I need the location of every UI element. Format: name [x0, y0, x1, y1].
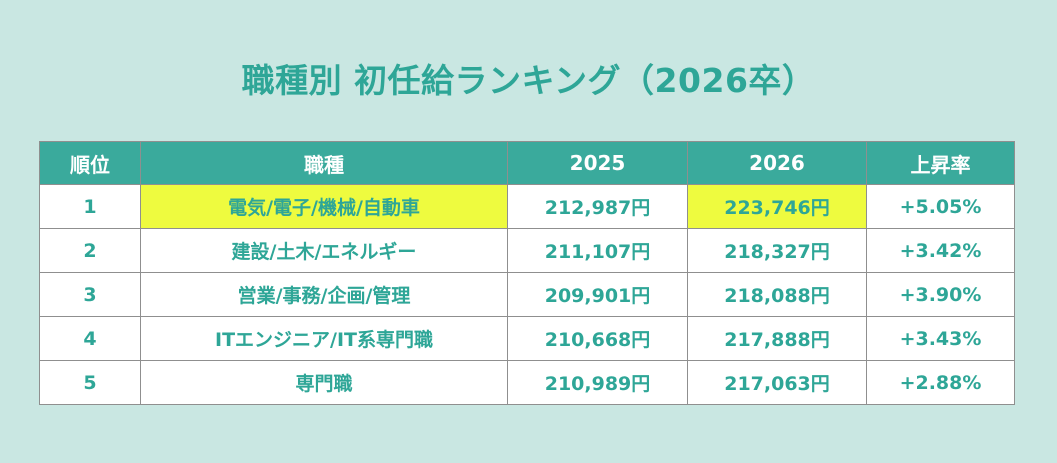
rank-cell: 2	[39, 228, 141, 273]
salary-2026-cell: 217,888円	[687, 316, 867, 361]
salary-2026-cell: 223,746円	[687, 184, 867, 229]
table-header-row: 順位 職種 2025 2026 上昇率	[39, 141, 1015, 185]
salary-2025-cell: 210,668円	[507, 316, 688, 361]
job-cell: 営業/事務/企画/管理	[140, 272, 508, 317]
column-header-2026: 2026	[687, 141, 867, 185]
rank-cell: 4	[39, 316, 141, 361]
growth-rate-cell: +3.42%	[866, 228, 1015, 273]
salary-2026-cell: 217,063円	[687, 360, 867, 405]
table-row: 2 建設/土木/エネルギー 211,107円 218,327円 +3.42%	[39, 228, 1015, 273]
column-header-growth: 上昇率	[866, 141, 1015, 185]
job-cell: ITエンジニア/IT系専門職	[140, 316, 508, 361]
job-cell: 建設/土木/エネルギー	[140, 228, 508, 273]
table-body: 1 電気/電子/機械/自動車 212,987円 223,746円 +5.05% 2 建設/土…	[39, 184, 1015, 405]
rank-cell: 1	[39, 184, 141, 229]
job-cell: 専門職	[140, 360, 508, 405]
table-row: 4 ITエンジニア/IT系専門職 210,668円 217,888円 +3.43%	[39, 316, 1015, 361]
table-row: 1 電気/電子/機械/自動車 212,987円 223,746円 +5.05%	[39, 184, 1015, 229]
job-cell: 電気/電子/機械/自動車	[140, 184, 508, 229]
salary-2025-cell: 209,901円	[507, 272, 688, 317]
salary-2025-cell: 211,107円	[507, 228, 688, 273]
column-header-rank: 順位	[39, 141, 141, 185]
column-header-2025: 2025	[507, 141, 688, 185]
rank-cell: 5	[39, 360, 141, 405]
chart-title: 職種別 初任給ランキング（2026卒）	[241, 61, 816, 100]
column-header-job: 職種	[140, 141, 508, 185]
salary-2026-cell: 218,327円	[687, 228, 867, 273]
table-row: 5 専門職 210,989円 217,063円 +2.88%	[39, 360, 1015, 405]
salary-2025-cell: 212,987円	[507, 184, 688, 229]
growth-rate-cell: +3.90%	[866, 272, 1015, 317]
growth-rate-cell: +5.05%	[866, 184, 1015, 229]
growth-rate-cell: +2.88%	[866, 360, 1015, 405]
table-row: 3 営業/事務/企画/管理 209,901円 218,088円 +3.90%	[39, 272, 1015, 317]
salary-2026-cell: 218,088円	[687, 272, 867, 317]
salary-2025-cell: 210,989円	[507, 360, 688, 405]
growth-rate-cell: +3.43%	[866, 316, 1015, 361]
salary-ranking-table: 順位 職種 2025 2026 上昇率 1 電気/電子/機械/自動車 212,987…	[39, 141, 1015, 405]
rank-cell: 3	[39, 272, 141, 317]
